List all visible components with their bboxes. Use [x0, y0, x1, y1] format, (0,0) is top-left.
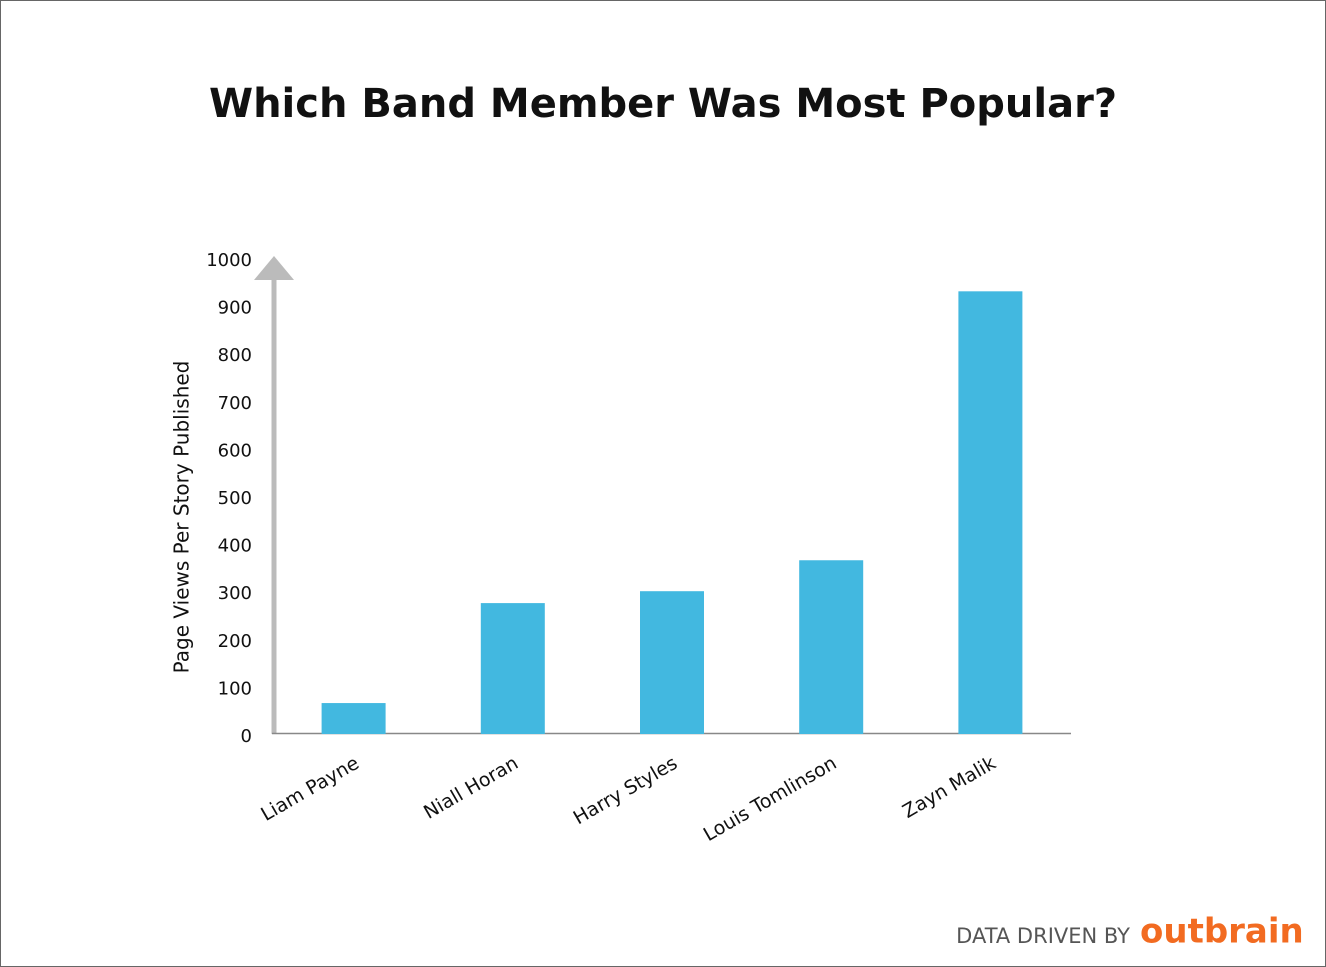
y-tick-label: 500 [218, 488, 252, 509]
y-tick-label: 200 [218, 631, 252, 652]
bar [480, 603, 545, 734]
chart-title: Which Band Member Was Most Popular? [209, 81, 1117, 127]
y-tick-label: 900 [218, 298, 252, 319]
footer-brand: outbrain [1140, 912, 1304, 952]
y-axis-label: Page Views Per Story Published [170, 361, 194, 674]
y-tick-label: 400 [218, 536, 252, 557]
bar [799, 560, 864, 734]
y-axis-arrowhead [254, 256, 294, 280]
bar [321, 703, 386, 734]
footer-credit: DATA DRIVEN BY [956, 924, 1130, 948]
y-tick-label: 700 [218, 393, 252, 414]
y-tick-label: 100 [218, 678, 252, 699]
bar [958, 291, 1023, 734]
y-tick-label: 1000 [206, 250, 252, 271]
y-tick-label: 300 [218, 583, 252, 604]
y-tick-label: 600 [218, 440, 252, 461]
bar [640, 591, 704, 734]
y-tick-label: 0 [241, 726, 252, 747]
y-tick-label: 800 [218, 345, 252, 366]
